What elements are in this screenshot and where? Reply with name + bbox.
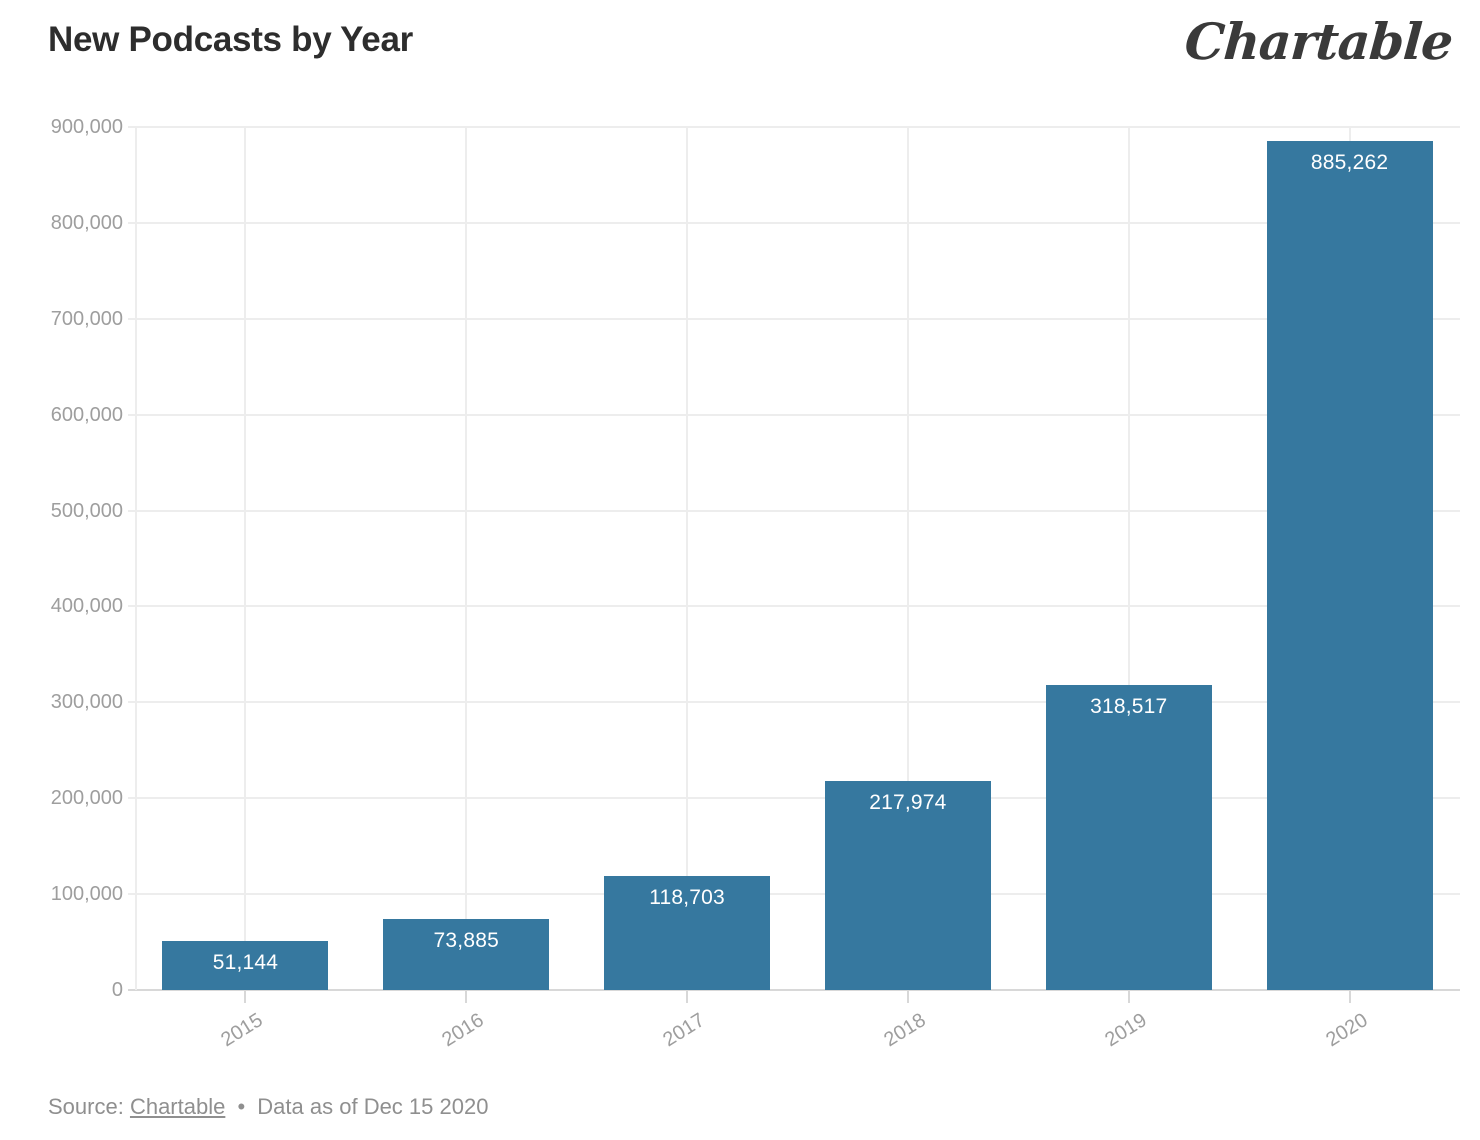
bar-2020: 885,262 <box>1266 141 1433 990</box>
h-gridline-700000 <box>128 317 1460 320</box>
data-note: Data as of Dec 15 2020 <box>257 1094 489 1119</box>
y-axis: 0 100,000 200,000 300,000 400,000 500,000 600,… <box>0 0 125 1040</box>
y-tick-label-9: 900,000 <box>50 116 123 138</box>
y-tick-label-5: 500,000 <box>50 499 123 522</box>
x-tick-label-2020: 2020 <box>1321 1009 1372 1052</box>
y-tick-label-4: 400,000 <box>50 595 123 618</box>
x-axis-baseline <box>128 989 1460 991</box>
bar-value-label-2018: 217,974 <box>869 791 947 814</box>
plot-area: 51,144 2015 73,885 2016 118,703 2017 217,974 20… <box>128 126 1460 1051</box>
y-tick-label-8: 800,000 <box>50 211 123 234</box>
bar-value-label-2015: 51,144 <box>212 951 279 974</box>
bar-2015: 51,144 <box>162 941 329 990</box>
bar-value-label-2016: 73,885 <box>433 929 499 952</box>
x-tick-label-2016: 2016 <box>438 1009 488 1052</box>
chart-title: New Podcasts by Year <box>48 20 413 59</box>
x-tick-label-2015: 2015 <box>217 1009 268 1052</box>
v-gridline-2016 <box>465 127 468 990</box>
h-gridline-600000 <box>128 413 1460 416</box>
bar-2017: 118,703 <box>604 876 771 990</box>
bar-2019: 318,517 <box>1045 685 1212 990</box>
chartable-logo[interactable]: Chartable <box>1182 12 1455 71</box>
y-tick-label-3: 300,000 <box>50 691 123 714</box>
x-tick-2018 <box>906 990 909 1003</box>
v-gridline-2018 <box>906 127 909 990</box>
source-line: Source: Chartable • Data as of Dec 15 20… <box>48 1094 488 1120</box>
y-tick-label-0: 0 <box>111 979 123 1001</box>
x-tick-label-2017: 2017 <box>659 1009 709 1052</box>
h-gridline-300000 <box>128 701 1460 704</box>
y-tick-label-7: 700,000 <box>50 307 123 330</box>
y-tick-label-2: 200,000 <box>50 787 123 810</box>
h-gridline-400000 <box>128 605 1460 608</box>
x-tick-label-2019: 2019 <box>1101 1009 1151 1052</box>
bar-value-label-2020: 885,262 <box>1310 151 1389 174</box>
h-gridline-500000 <box>128 509 1460 512</box>
source-prefix: Source: <box>48 1094 124 1119</box>
source-link[interactable]: Chartable <box>129 1094 226 1119</box>
bar-2018: 217,974 <box>824 781 991 990</box>
h-gridline-800000 <box>128 221 1460 224</box>
v-gridline-2017 <box>686 127 689 990</box>
bar-2016: 73,885 <box>383 919 550 990</box>
v-gridline-2015 <box>244 127 247 990</box>
x-tick-2016 <box>465 990 468 1003</box>
x-tick-2015 <box>244 990 247 1003</box>
x-tick-2019 <box>1127 990 1130 1003</box>
x-tick-label-2018: 2018 <box>880 1009 930 1052</box>
h-gridline-900000 <box>128 126 1460 128</box>
x-tick-2020 <box>1348 990 1351 1003</box>
y-tick-label-1: 100,000 <box>50 883 123 906</box>
h-gridline-100000 <box>128 893 1460 896</box>
plot-left-gridline <box>135 127 137 990</box>
h-gridline-200000 <box>128 797 1460 800</box>
x-tick-2017 <box>686 990 689 1003</box>
y-tick-label-6: 600,000 <box>50 403 123 426</box>
bar-value-label-2017: 118,703 <box>649 886 725 909</box>
v-gridline-2019 <box>1127 127 1130 990</box>
separator-dot: • <box>237 1094 246 1119</box>
bar-value-label-2019: 318,517 <box>1090 695 1168 718</box>
